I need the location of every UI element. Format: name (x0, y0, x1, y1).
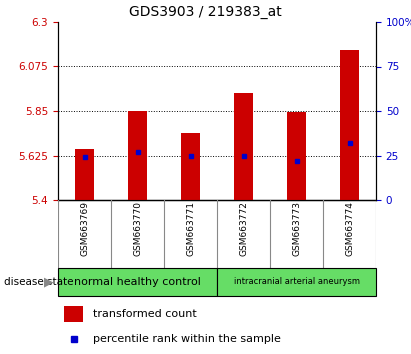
Text: normal healthy control: normal healthy control (74, 277, 201, 287)
Bar (340, 50, 359, 200)
Bar (75, 149, 94, 200)
Text: percentile rank within the sample: percentile rank within the sample (93, 333, 281, 344)
Text: GSM663772: GSM663772 (239, 201, 248, 256)
Bar (217, 268, 376, 296)
Text: transformed count: transformed count (93, 309, 197, 319)
Text: intracranial arterial aneurysm: intracranial arterial aneurysm (233, 278, 360, 286)
Bar (234, 93, 253, 200)
Text: GSM663771: GSM663771 (186, 201, 195, 256)
Text: GDS3903 / 219383_at: GDS3903 / 219383_at (129, 5, 282, 19)
Bar (181, 133, 200, 200)
Bar (128, 111, 147, 200)
Text: disease state: disease state (4, 277, 74, 287)
Text: GSM663769: GSM663769 (80, 201, 89, 256)
Text: ▶: ▶ (44, 275, 54, 289)
Text: GSM663770: GSM663770 (133, 201, 142, 256)
Bar (58, 268, 217, 296)
Text: GSM663774: GSM663774 (345, 201, 354, 256)
Bar (287, 112, 306, 200)
Bar (65, 306, 83, 322)
Text: GSM663773: GSM663773 (292, 201, 301, 256)
